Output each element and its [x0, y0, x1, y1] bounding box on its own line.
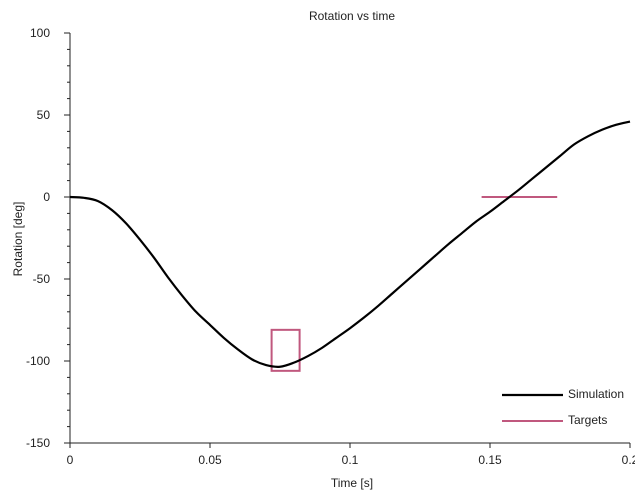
axes: 100 50 0 -50 -100 -150 0 0.05 0.1 0.15 0.2	[26, 26, 635, 467]
legend-targets-label: Targets	[568, 413, 607, 427]
x-axis-label: Time [s]	[331, 476, 373, 490]
target-box	[270, 328, 301, 372]
y-tick-label: 100	[30, 26, 50, 40]
y-tick-label: -100	[26, 354, 50, 368]
x-tick-label: 0.2	[622, 453, 635, 467]
y-tick-label: -50	[33, 272, 51, 286]
simulation-line	[69, 120, 631, 368]
chart-title: Rotation vs time	[309, 9, 395, 23]
y-tick-label: 0	[43, 190, 50, 204]
x-tick-label: 0	[67, 453, 74, 467]
x-tick-label: 0.1	[342, 453, 359, 467]
x-tick-label: 0.15	[478, 453, 502, 467]
y-tick-label: 50	[37, 108, 51, 122]
legend: Simulation Targets	[502, 387, 624, 427]
plot-area	[69, 120, 631, 372]
y-tick-label: -150	[26, 436, 50, 450]
x-tick-label: 0.05	[198, 453, 222, 467]
y-axis-label: Rotation [deg]	[11, 202, 25, 277]
legend-simulation-label: Simulation	[568, 387, 624, 401]
